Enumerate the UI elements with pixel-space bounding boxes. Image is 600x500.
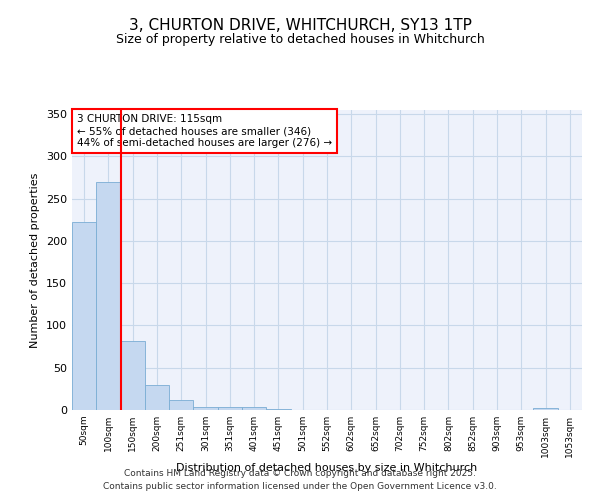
Bar	[169, 400, 193, 410]
Text: 3, CHURTON DRIVE, WHITCHURCH, SY13 1TP: 3, CHURTON DRIVE, WHITCHURCH, SY13 1TP	[128, 18, 472, 32]
Bar	[242, 406, 266, 410]
X-axis label: Distribution of detached houses by size in Whitchurch: Distribution of detached houses by size …	[176, 462, 478, 472]
Bar	[218, 408, 242, 410]
Bar	[193, 406, 218, 410]
Bar	[121, 340, 145, 410]
Text: Size of property relative to detached houses in Whitchurch: Size of property relative to detached ho…	[116, 32, 484, 46]
Text: Contains public sector information licensed under the Open Government Licence v3: Contains public sector information licen…	[103, 482, 497, 491]
Text: Contains HM Land Registry data © Crown copyright and database right 2025.: Contains HM Land Registry data © Crown c…	[124, 468, 476, 477]
Bar	[266, 409, 290, 410]
Bar	[533, 408, 558, 410]
Y-axis label: Number of detached properties: Number of detached properties	[31, 172, 40, 348]
Bar	[145, 384, 169, 410]
Bar	[96, 182, 121, 410]
Text: 3 CHURTON DRIVE: 115sqm
← 55% of detached houses are smaller (346)
44% of semi-d: 3 CHURTON DRIVE: 115sqm ← 55% of detache…	[77, 114, 332, 148]
Bar	[72, 222, 96, 410]
